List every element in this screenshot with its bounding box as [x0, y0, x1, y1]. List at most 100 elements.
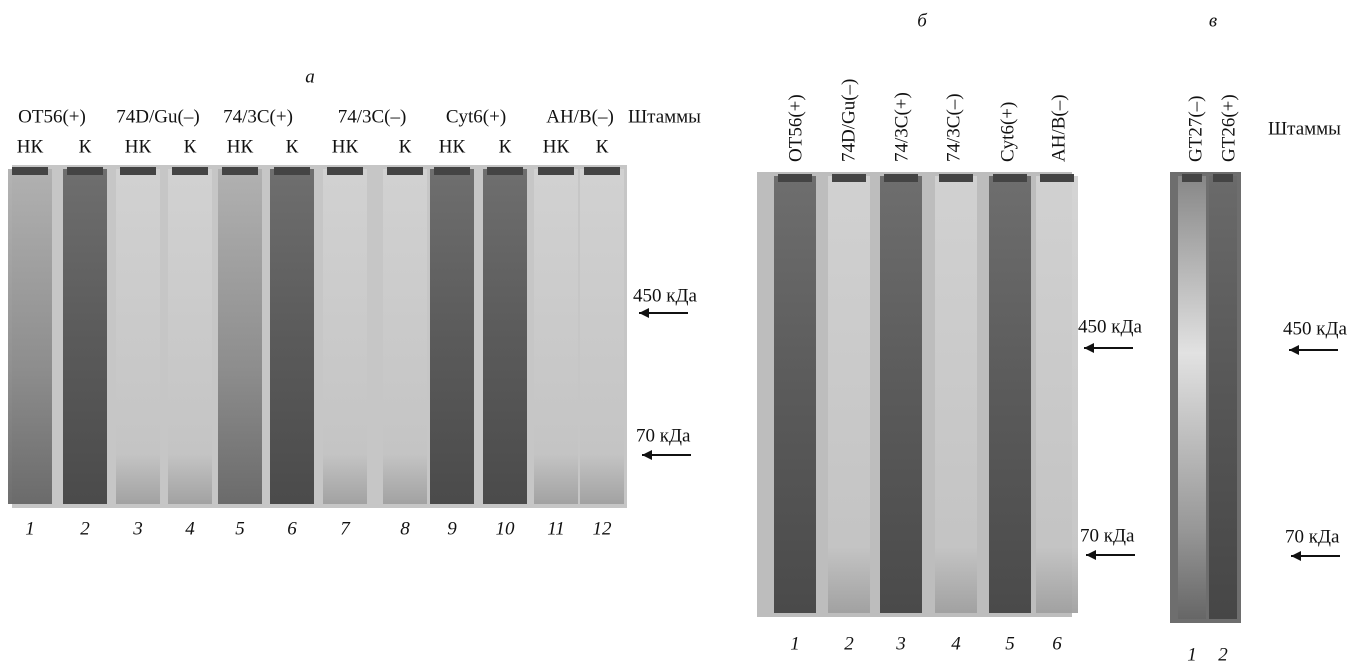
well	[993, 174, 1027, 182]
strain-label: 74/3C(–)	[943, 93, 964, 162]
lane-number: 1	[25, 518, 35, 539]
well	[884, 174, 918, 182]
strain-label: 74/3C(–)	[338, 106, 407, 127]
lane-number: 3	[895, 633, 906, 654]
lane-number: 7	[340, 518, 351, 539]
strain-label: 74/3C(+)	[891, 92, 912, 162]
lane-number: 2	[844, 633, 854, 654]
strain-label: 74/3C(+)	[223, 106, 293, 127]
gel-lane	[430, 169, 474, 504]
strain-label: 74D/Gu(–)	[838, 79, 859, 162]
well	[120, 167, 156, 175]
well	[12, 167, 48, 175]
lane-number: 2	[80, 518, 90, 539]
panel-label: в	[1209, 10, 1217, 31]
gel-lane	[828, 176, 870, 613]
lane-number: 2	[1218, 644, 1228, 664]
gel-lane	[534, 169, 578, 504]
gel-lane	[323, 169, 367, 504]
well	[584, 167, 620, 175]
panel-label: б	[917, 10, 928, 31]
well	[939, 174, 973, 182]
figure-content: а OT56(+) 74D/Gu(–) 74/3C(+) 74/3C(–) Cyt6(+)…	[8, 10, 1347, 664]
sample-type: НК	[543, 136, 570, 157]
lane-number: 6	[287, 518, 297, 539]
sample-type: К	[79, 136, 92, 157]
arrow-head	[642, 450, 652, 460]
sample-type: НК	[17, 136, 44, 157]
sample-type: К	[286, 136, 299, 157]
sample-type: НК	[125, 136, 152, 157]
sample-type: НК	[332, 136, 359, 157]
sample-type: К	[596, 136, 609, 157]
well	[1040, 174, 1074, 182]
well	[434, 167, 470, 175]
arrow-head	[1291, 551, 1301, 561]
sample-type: НК	[439, 136, 466, 157]
strain-label: GT26(+)	[1218, 94, 1239, 162]
lane-number: 10	[496, 518, 516, 539]
marker-label: 450 кДа	[1078, 316, 1142, 337]
gel-lane	[935, 176, 977, 613]
lane-number: 4	[185, 518, 195, 539]
gel-lane	[1036, 176, 1078, 613]
well	[222, 167, 258, 175]
lane-number: 6	[1052, 633, 1062, 654]
gel-lane	[63, 169, 107, 504]
gel-lane	[218, 169, 262, 504]
well	[387, 167, 423, 175]
lane-number: 11	[547, 518, 565, 539]
marker-label: 70 кДа	[636, 425, 691, 446]
strain-label: 74D/Gu(–)	[116, 106, 199, 127]
lane-number: 1	[1187, 644, 1197, 664]
well	[1213, 174, 1233, 182]
well	[1182, 174, 1202, 182]
well	[487, 167, 523, 175]
strains-heading: Штаммы	[628, 106, 701, 127]
sample-type: НК	[227, 136, 254, 157]
lane-number: 8	[400, 518, 410, 539]
strain-label: GT27(–)	[1185, 96, 1206, 162]
strain-label: OT56(+)	[18, 106, 86, 127]
gel-lane	[270, 169, 314, 504]
strain-label: AH/B(–)	[1048, 94, 1069, 162]
lane-number: 4	[951, 633, 961, 654]
gel-lane	[580, 169, 624, 504]
strain-label: OT56(+)	[785, 94, 806, 162]
lane-number: 1	[790, 633, 800, 654]
gel-lane	[774, 176, 816, 613]
arrow-head	[1289, 345, 1299, 355]
strain-label: AH/B(–)	[546, 106, 614, 127]
well	[67, 167, 103, 175]
arrow-head	[639, 308, 649, 318]
gel-lane	[116, 169, 160, 504]
well	[274, 167, 310, 175]
gel-lane	[1209, 176, 1237, 619]
well	[778, 174, 812, 182]
gel-lane	[483, 169, 527, 504]
gel-lane	[880, 176, 922, 613]
gel-lane	[383, 169, 427, 504]
marker-label: 70 кДа	[1285, 526, 1340, 547]
gel-lane	[989, 176, 1031, 613]
lane-number: 5	[1005, 633, 1015, 654]
gel-lane	[8, 169, 52, 504]
strain-label: Cyt6(+)	[997, 102, 1018, 162]
sample-type: К	[499, 136, 512, 157]
marker-label: 450 кДа	[1283, 318, 1347, 339]
well	[538, 167, 574, 175]
marker-label: 70 кДа	[1080, 525, 1135, 546]
arrow-head	[1086, 550, 1096, 560]
gel-lane	[1178, 176, 1206, 619]
sample-type: К	[184, 136, 197, 157]
lane-number: 9	[447, 518, 457, 539]
panel-label: а	[305, 66, 315, 87]
strain-label: Cyt6(+)	[446, 106, 506, 127]
lane-number: 12	[593, 518, 613, 539]
well	[327, 167, 363, 175]
lane-number: 5	[235, 518, 245, 539]
lane-number: 3	[132, 518, 143, 539]
sample-type: К	[399, 136, 412, 157]
marker-label: 450 кДа	[633, 285, 697, 306]
